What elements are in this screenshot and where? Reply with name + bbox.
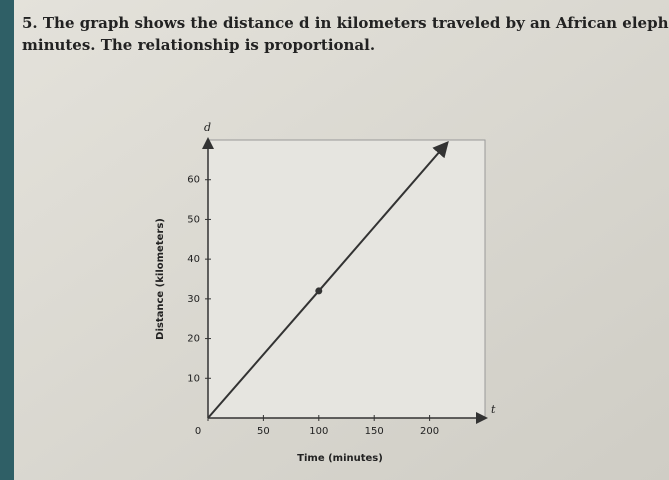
plot-area	[207, 139, 486, 419]
x-axis-symbol: t	[491, 403, 496, 416]
y-axis-label: Distance (kilometers)	[155, 218, 166, 340]
y-axis-symbol: d	[204, 121, 211, 134]
edge	[0, 0, 14, 480]
x-tick-label: 200	[420, 426, 439, 437]
y-tick-label: 10	[187, 373, 200, 384]
y-tick-label: 60	[187, 175, 200, 186]
x-tick-label: 150	[365, 426, 384, 437]
y-tick-label: 50	[187, 214, 200, 225]
y-tick-label: 40	[187, 254, 200, 265]
x-tick-label: 0	[195, 426, 201, 437]
question-line: minutes. The relationship is proportiona…	[22, 36, 375, 54]
x-tick-label: 100	[309, 426, 328, 437]
highlight-point	[315, 287, 323, 295]
y-tick-label: 30	[187, 294, 200, 305]
x-axis-label: Time (minutes)	[297, 453, 383, 464]
x-tick-label: 50	[257, 426, 270, 437]
y-tick-label: 20	[187, 334, 200, 345]
question-line: 5. The graph shows the distance d in kil…	[22, 14, 669, 32]
